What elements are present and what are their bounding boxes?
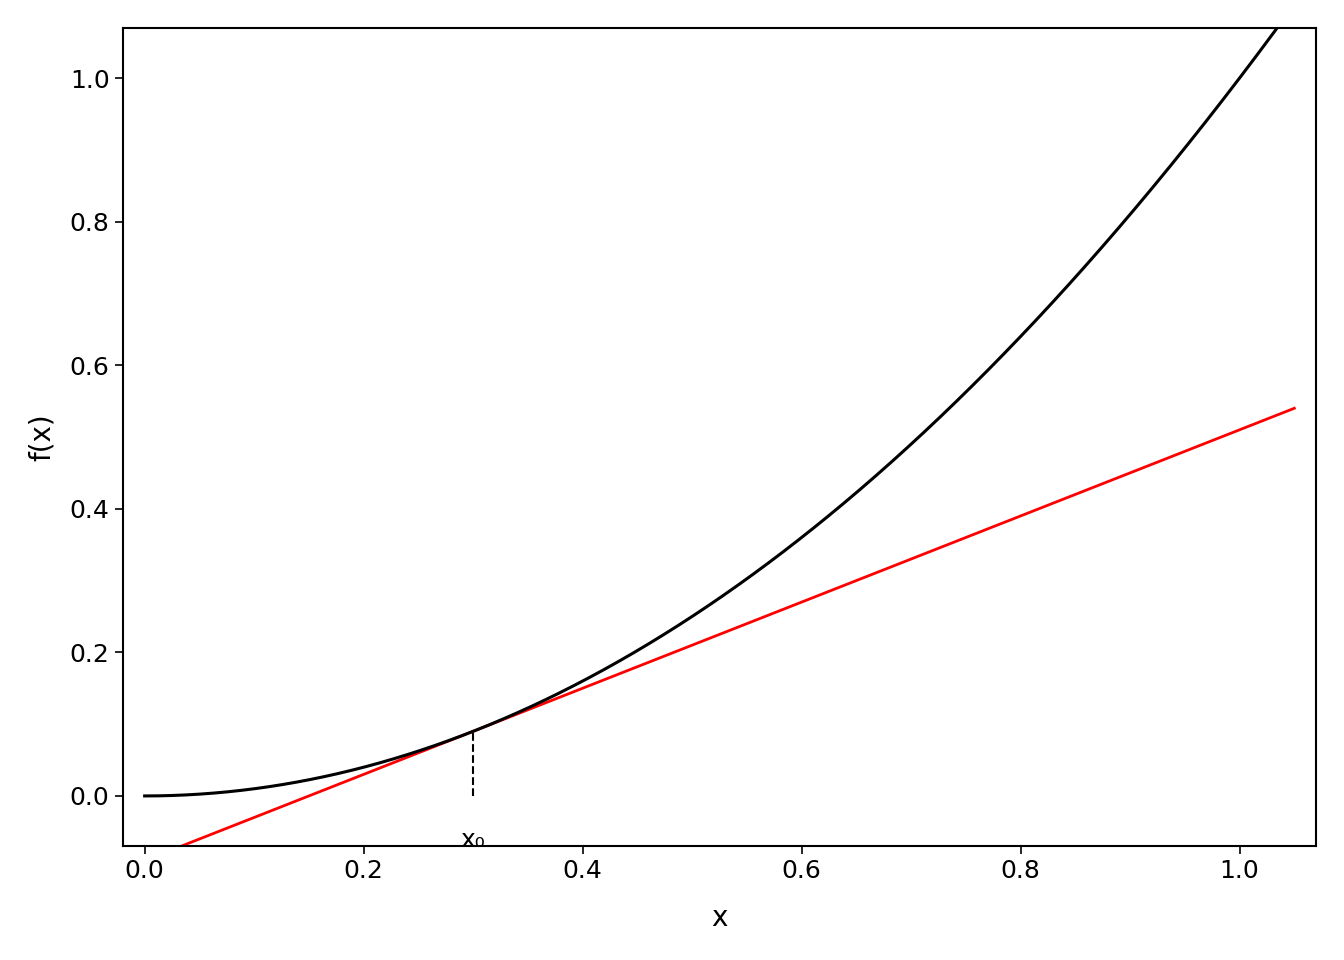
Text: x₀: x₀ [461,828,485,852]
X-axis label: x: x [711,904,727,932]
Y-axis label: f(x): f(x) [28,413,56,461]
